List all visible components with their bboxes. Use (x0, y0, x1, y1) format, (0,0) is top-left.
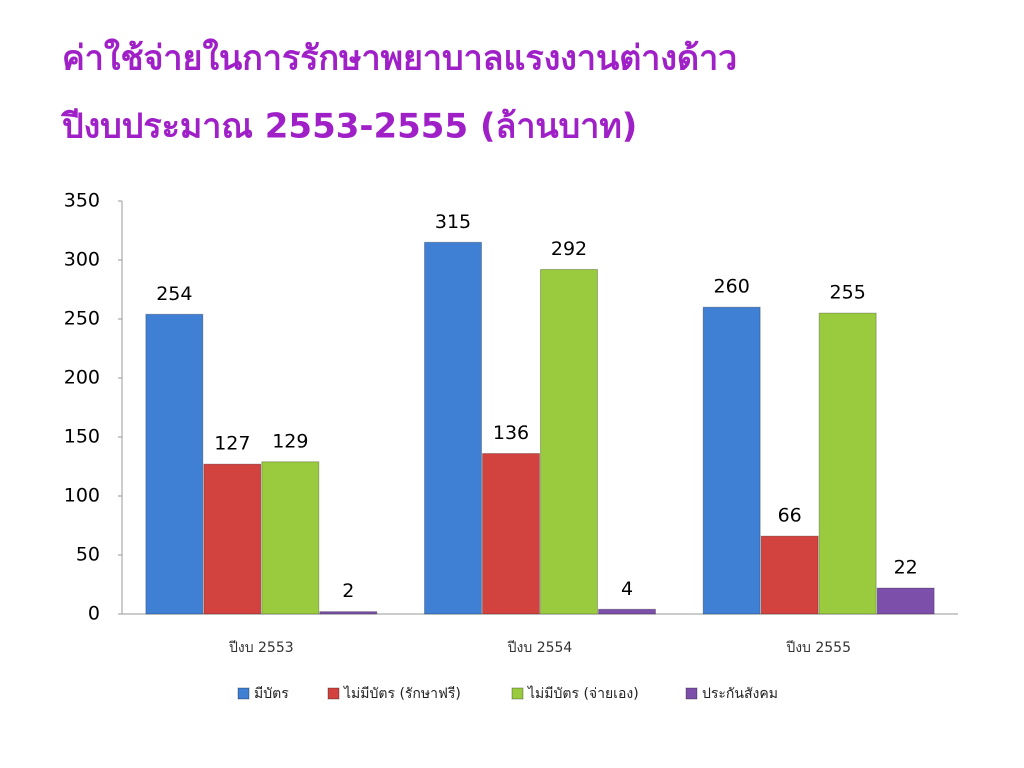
legend-label: ประกันสังคม (702, 686, 778, 702)
x-tick-label: ปีงบ 2553 (229, 640, 294, 656)
bar (482, 453, 540, 615)
value-label: 254 (156, 283, 192, 305)
y-tick-label: 100 (64, 485, 100, 507)
legend-swatch (685, 687, 698, 700)
bar (424, 241, 482, 615)
y-tick-label: 350 (64, 190, 100, 212)
value-label: 255 (830, 282, 866, 304)
value-label: 127 (214, 433, 250, 455)
value-label: 292 (551, 238, 587, 260)
bar (760, 535, 819, 615)
bar (319, 611, 378, 615)
y-tick-label: 150 (64, 426, 100, 448)
legend-swatch (237, 687, 250, 700)
y-tick-label: 50 (76, 544, 100, 566)
y-tick-label: 0 (88, 603, 100, 625)
value-label: 129 (272, 430, 308, 452)
bar (876, 587, 935, 615)
value-label: 136 (493, 422, 529, 444)
value-label: 2 (342, 580, 354, 602)
legend-swatch (511, 687, 524, 700)
chart-subtitle: ปีงบประมาณ 2553-2555 (ล้านบาท) (60, 107, 637, 147)
value-label: 66 (778, 505, 802, 527)
y-tick-label: 300 (64, 249, 100, 271)
bar (261, 461, 320, 615)
chart-title: ค่าใช้จ่ายในการรักษาพยาบาลแรงงานต่างด้าว (62, 38, 737, 79)
value-label: 4 (621, 578, 633, 600)
bar (818, 312, 877, 615)
y-tick-label: 250 (64, 308, 100, 330)
legend-label: ไม่มีบัตร (รักษาฟรี) (343, 685, 461, 702)
value-label: 22 (894, 557, 918, 579)
bar (203, 463, 262, 615)
value-label: 260 (714, 276, 750, 298)
x-tick-label: ปีงบ 2554 (507, 640, 572, 656)
y-tick-label: 200 (64, 367, 100, 389)
x-tick-label: ปีงบ 2555 (786, 640, 851, 656)
legend-label: ไม่มีบัตร (จ่ายเอง) (527, 685, 639, 702)
value-label: 315 (435, 211, 471, 233)
bar (145, 313, 204, 615)
bar (702, 306, 761, 615)
legend-swatch (327, 687, 340, 700)
bar (598, 608, 656, 615)
legend-label: มีบัตร (254, 686, 289, 702)
bar (540, 268, 598, 615)
